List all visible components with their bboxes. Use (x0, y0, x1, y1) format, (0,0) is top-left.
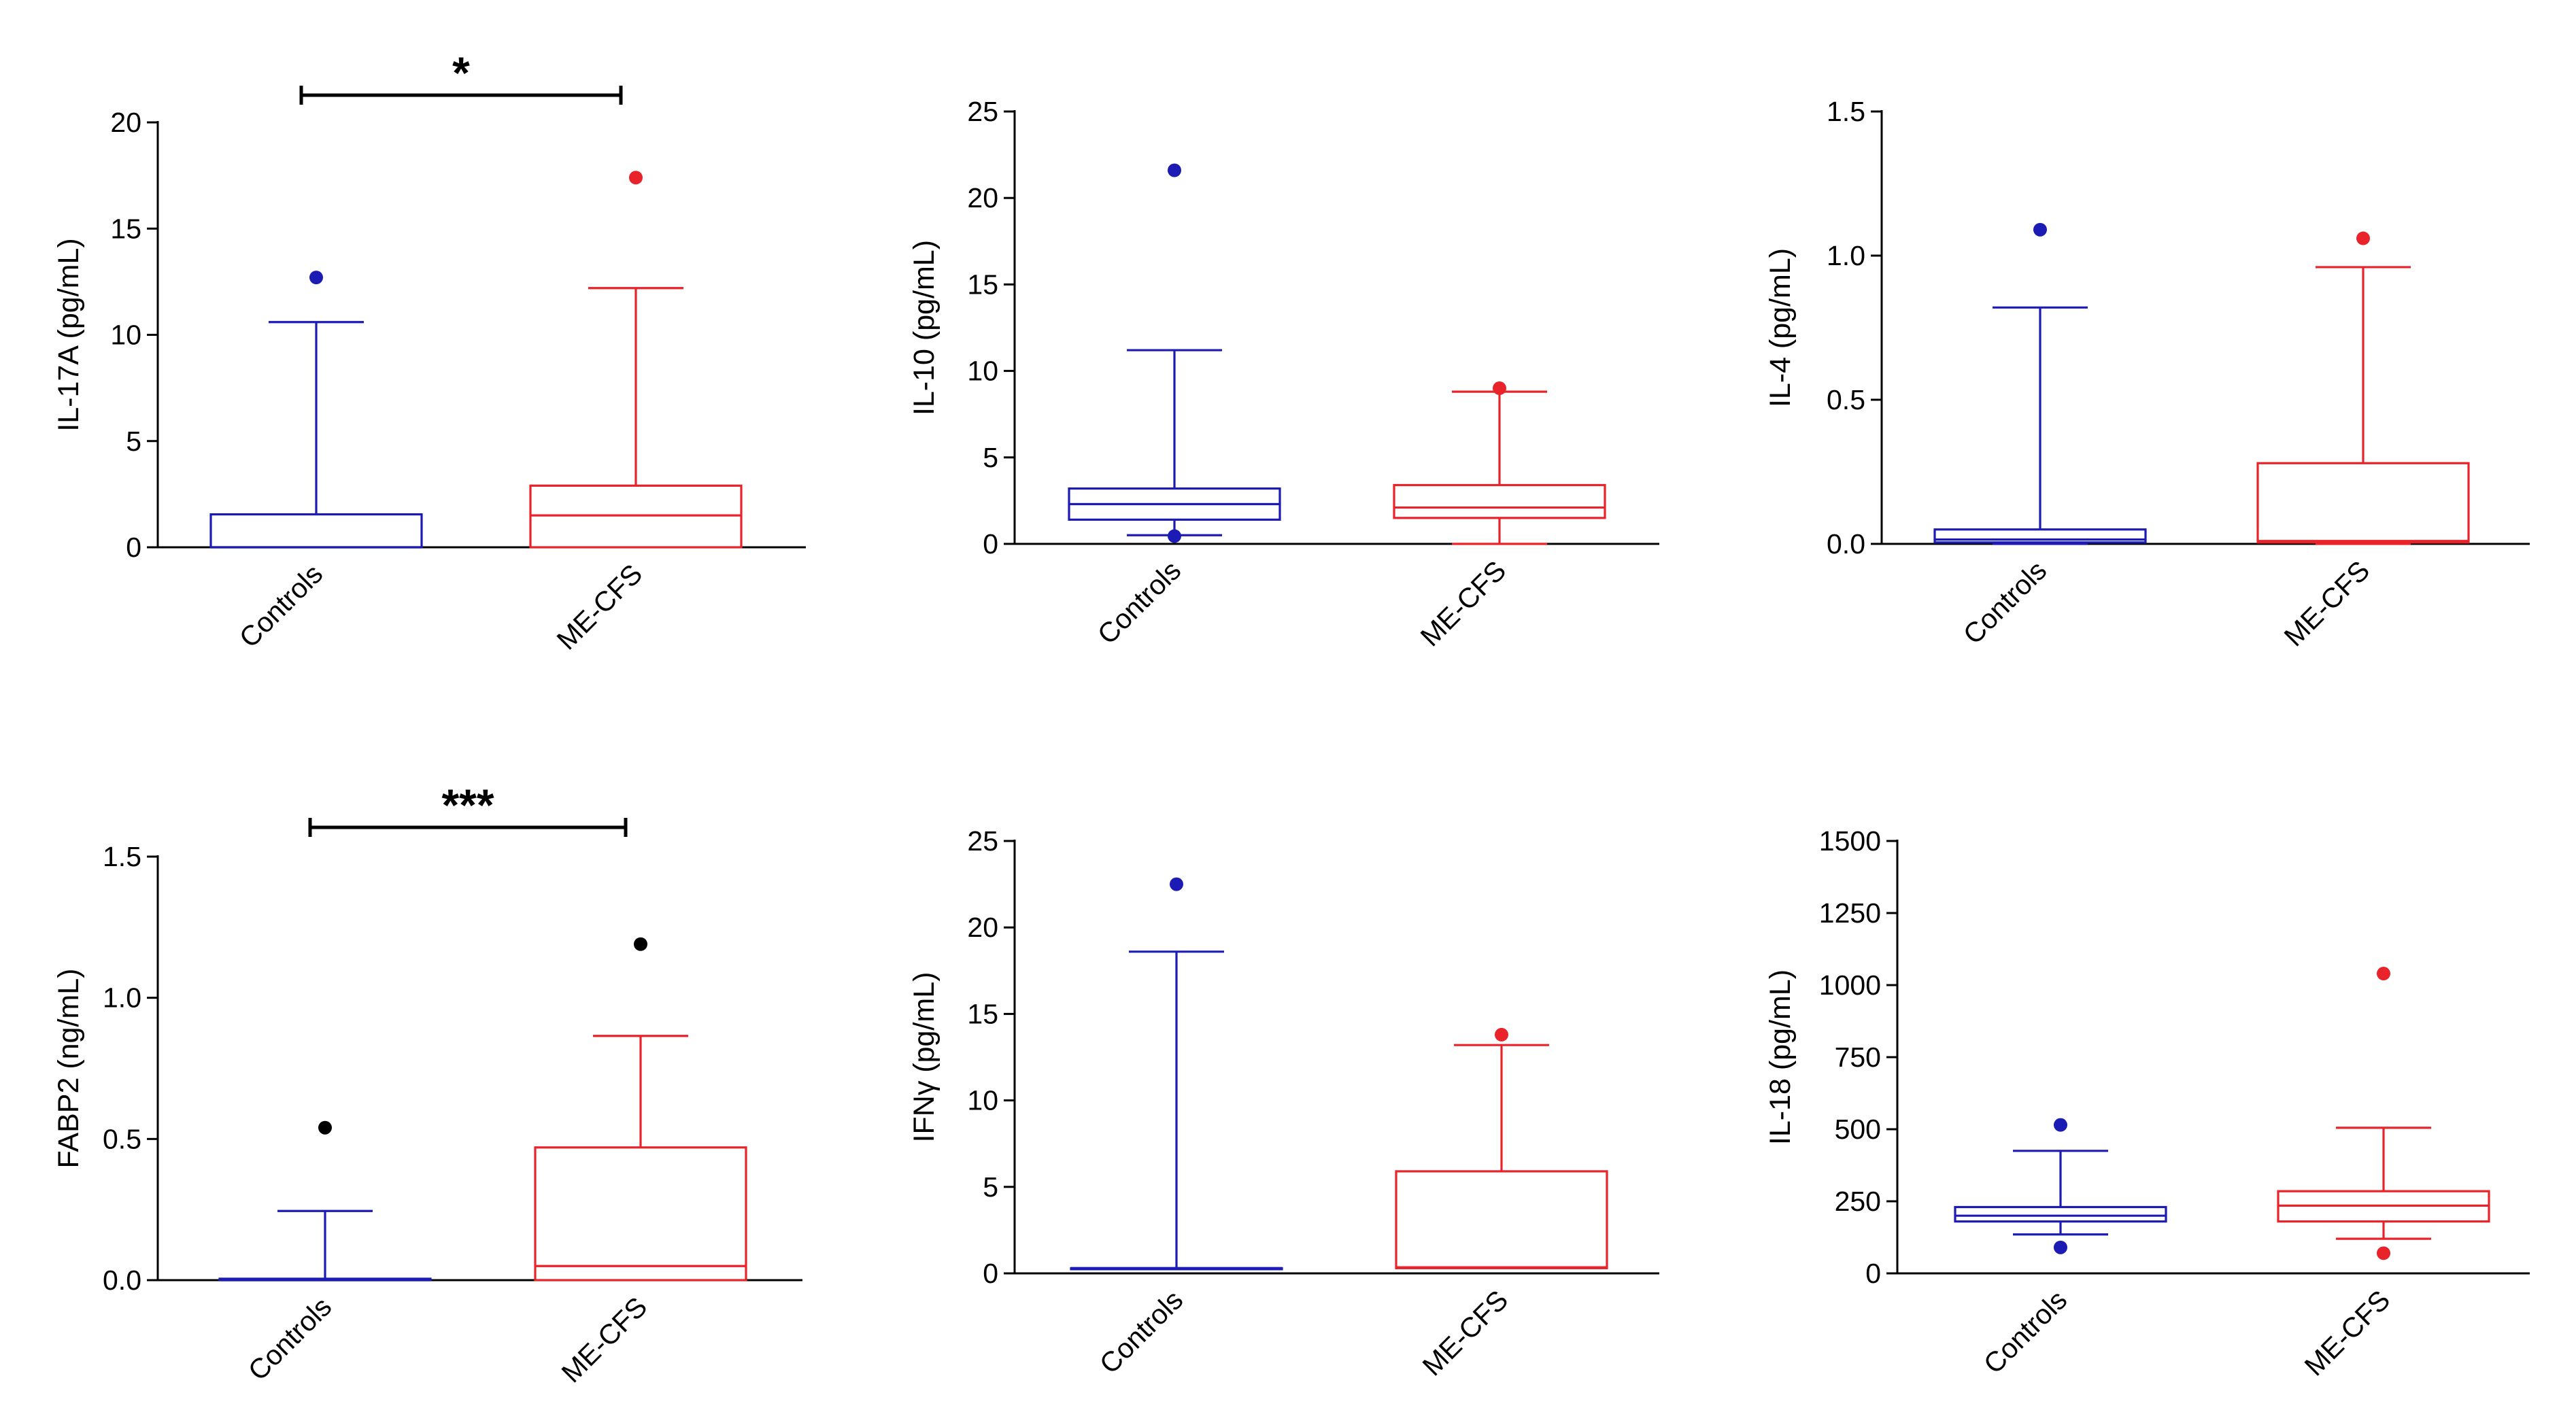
y-tick-label: 1250 (1819, 897, 1881, 929)
y-tick-label: 500 (1835, 1114, 1881, 1145)
outlier-point (2033, 222, 2047, 237)
y-tick-label: 5 (126, 426, 141, 457)
y-tick-label: 5 (983, 1171, 998, 1203)
y-axis-label: IFNγ (pg/mL) (908, 972, 940, 1143)
significance-marker: *** (441, 780, 494, 830)
box-me-cfs (1393, 381, 1606, 545)
significance-marker: * (452, 48, 470, 98)
box-controls (1070, 877, 1283, 1271)
y-tick-label: 1500 (1819, 825, 1881, 857)
category-label: ME-CFS (2299, 1284, 2396, 1382)
outlier-point (1495, 1027, 1508, 1042)
category-label: Controls (1957, 555, 2052, 650)
outlier-point (1168, 529, 1181, 543)
outlier-point (2377, 967, 2390, 981)
category-label: ME-CFS (556, 1291, 654, 1389)
y-tick-label: 20 (967, 182, 998, 213)
y-tick-label: 1.0 (1827, 240, 1865, 271)
outlier-point (634, 937, 647, 951)
outlier-point (309, 271, 323, 285)
category-label: ME-CFS (1417, 1284, 1514, 1382)
y-tick-label: 20 (967, 912, 998, 943)
category-label: Controls (242, 1291, 337, 1386)
outlier-point (2377, 1246, 2390, 1260)
iqr-box (1933, 528, 2147, 544)
y-axis-label: FABP2 (ng/mL) (52, 969, 85, 1169)
category-label: ME-CFS (1414, 555, 1512, 653)
box-controls (1933, 222, 2147, 545)
y-tick-label: 0 (126, 532, 141, 563)
category-label: ME-CFS (2278, 555, 2376, 653)
iqr-box (2256, 462, 2470, 544)
y-tick-label: 15 (110, 213, 141, 244)
chart-panel: 0.0 0.5 1.0 1.5 FABP2 (ng/mL) Controls ME-CFS *… (52, 780, 802, 1388)
category-label: Controls (233, 558, 328, 653)
chart-panel: 0 250 500 750 1000 1250 1500 IL-18 (pg/mL) Contr… (1764, 825, 2530, 1381)
iqr-box (1395, 1170, 1608, 1269)
box-controls (218, 1120, 432, 1282)
outlier-point (2356, 231, 2370, 245)
outlier-point (629, 171, 643, 185)
outlier-point (1493, 381, 1506, 396)
iqr-box (534, 1146, 747, 1282)
category-label: Controls (1978, 1284, 2073, 1379)
y-tick-label: 0.5 (1827, 384, 1865, 415)
chart-panel: 0.0 0.5 1.0 1.5 IL-4 (pg/mL) Controls ME-CFS (1764, 96, 2530, 652)
y-tick-label: 1.5 (103, 841, 141, 872)
category-label: Controls (1094, 1284, 1189, 1379)
box-me-cfs (1395, 1027, 1608, 1269)
y-tick-label: 1.5 (1827, 96, 1865, 127)
y-tick-label: 25 (967, 825, 998, 857)
box-me-cfs (2256, 231, 2470, 545)
iqr-box (1393, 483, 1606, 519)
iqr-box (1954, 1205, 2167, 1223)
chart-panel: 0 5 10 15 20 25 IL-10 (pg/mL) Controls ME-CFS (908, 96, 1659, 652)
y-axis-label: IL-10 (pg/mL) (908, 240, 940, 415)
category-label: ME-CFS (551, 558, 649, 656)
y-axis-label: IL-18 (pg/mL) (1764, 969, 1797, 1145)
y-axis-label: IL-17A (pg/mL) (52, 238, 85, 431)
y-tick-label: 0.0 (1827, 528, 1865, 560)
y-tick-label: 10 (967, 1085, 998, 1116)
outlier-point (1170, 877, 1183, 891)
y-tick-label: 750 (1835, 1042, 1881, 1073)
y-tick-label: 1000 (1819, 969, 1881, 1001)
y-tick-label: 250 (1835, 1186, 1881, 1217)
outlier-point (1168, 163, 1181, 177)
y-tick-label: 0 (983, 528, 998, 560)
y-tick-label: 0 (1865, 1258, 1881, 1289)
outlier-point (2054, 1240, 2067, 1254)
y-tick-label: 15 (967, 998, 998, 1029)
box-controls (1954, 1118, 2167, 1254)
y-tick-label: 15 (967, 269, 998, 300)
y-tick-label: 10 (967, 356, 998, 387)
category-label: Controls (1091, 555, 1187, 650)
y-tick-label: 0.0 (103, 1265, 141, 1296)
box-me-cfs (2277, 967, 2490, 1260)
chart-panel: 0 5 10 15 20 IL-17A (pg/mL) Controls ME-CFS * (52, 48, 806, 655)
y-tick-label: 1.0 (103, 982, 141, 1014)
y-tick-label: 10 (110, 320, 141, 351)
box-me-cfs (529, 171, 743, 549)
y-tick-label: 20 (110, 107, 141, 138)
y-tick-label: 0.5 (103, 1123, 141, 1154)
box-me-cfs (534, 937, 747, 1282)
outlier-point (2054, 1118, 2067, 1132)
box-controls (209, 271, 423, 549)
outlier-point (318, 1120, 332, 1135)
y-tick-label: 25 (967, 96, 998, 127)
y-tick-label: 0 (983, 1258, 998, 1289)
y-tick-label: 5 (983, 442, 998, 473)
chart-panel: 0 5 10 15 20 25 IFNγ (pg/mL) Controls ME-CFS (908, 825, 1659, 1381)
iqr-box (209, 513, 423, 549)
y-axis-label: IL-4 (pg/mL) (1764, 248, 1797, 407)
box-controls (1068, 163, 1281, 543)
